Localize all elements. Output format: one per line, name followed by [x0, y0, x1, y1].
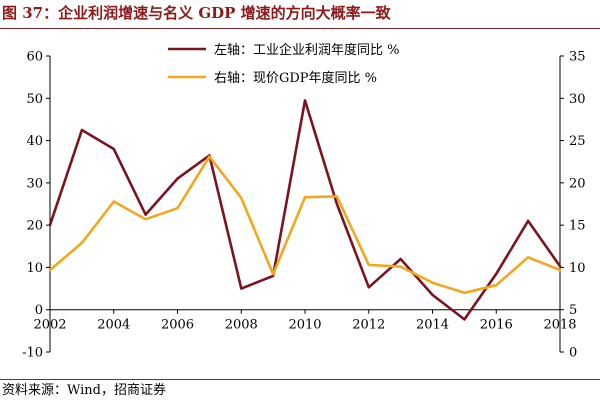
x-tick-label: 2006: [161, 318, 194, 333]
x-tick-label: 2014: [416, 318, 449, 333]
x-tick-label: 2004: [97, 318, 130, 333]
chart-legend: 左轴：工业企业利润年度同比 % 右轴：现价GDP年度同比 %: [168, 42, 400, 86]
legend-label-gdp: 右轴：现价GDP年度同比 %: [214, 70, 377, 86]
right-tick-label: 35: [569, 50, 586, 65]
x-tick-label: 2016: [480, 318, 513, 333]
right-tick-label: 30: [569, 92, 586, 107]
right-tick-label: 5: [569, 303, 577, 318]
x-tick-label: 2008: [225, 318, 258, 333]
gdp-growth-line: [48, 155, 562, 295]
left-tick-label: 40: [26, 134, 43, 149]
figure-title: 图 37：企业利润增速与名义 GDP 增速的方向大概率一致: [0, 0, 600, 26]
industrial-profit-line: [48, 99, 562, 321]
left-tick-label: -10: [22, 346, 43, 361]
right-tick-label: 10: [569, 261, 586, 276]
title-rule: [0, 28, 600, 29]
legend-label-profit: 左轴：工业企业利润年度同比 %: [214, 42, 400, 58]
left-tick-label: 30: [26, 176, 43, 191]
right-tick-label: 20: [569, 176, 586, 191]
left-tick-label: 0: [35, 303, 43, 318]
figure-title-prefix: 图 37：: [2, 4, 59, 22]
left-tick-label: 50: [26, 92, 43, 107]
left-tick-label: 60: [26, 50, 43, 65]
left-tick-label: 20: [26, 219, 43, 234]
x-tick-label: 2018: [543, 318, 576, 333]
x-tick-label: 2010: [288, 318, 321, 333]
right-tick-label: 25: [569, 134, 586, 149]
line-chart: -10 0 10 20 30 40 50 60 0 5 10 15 20 25 30 35 2002 2004 20…: [22, 42, 585, 361]
chart-series: [48, 99, 562, 321]
figure-title-text: 企业利润增速与名义 GDP 增速的方向大概率一致: [58, 4, 391, 22]
right-tick-label: 0: [569, 346, 577, 361]
source-note: 资料来源：Wind，招商证券: [2, 383, 166, 398]
x-tick-label: 2012: [352, 318, 385, 333]
left-tick-label: 10: [26, 261, 43, 276]
chart-axes: -10 0 10 20 30 40 50 60 0 5 10 15 20 25 30 35 2002 2004 20…: [22, 50, 585, 361]
x-tick-label: 2002: [33, 318, 66, 333]
right-tick-label: 15: [569, 219, 586, 234]
source-rule: [0, 379, 600, 380]
